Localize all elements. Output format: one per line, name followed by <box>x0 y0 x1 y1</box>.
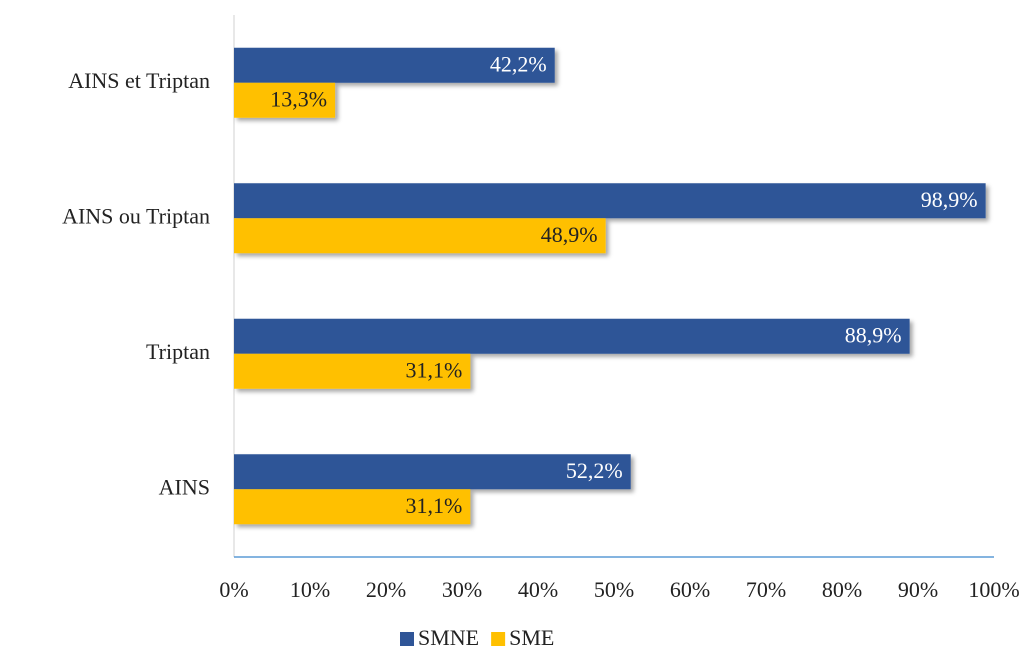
x-tick-label: 90% <box>898 577 938 602</box>
data-label: 42,2% <box>490 51 547 76</box>
legend-swatch <box>491 632 506 646</box>
bar <box>234 318 910 354</box>
y-tick-label: AINS ou Triptan <box>62 203 210 228</box>
y-tick-label: AINS <box>159 474 210 499</box>
bar <box>234 353 471 389</box>
data-label: 88,9% <box>845 322 902 347</box>
bar <box>234 454 631 490</box>
legend-swatch <box>400 632 414 646</box>
x-tick-label: 40% <box>518 577 558 602</box>
bar <box>234 82 336 118</box>
data-label: 98,9% <box>921 187 978 212</box>
data-label: 31,1% <box>406 357 463 382</box>
x-tick-label: 50% <box>594 577 634 602</box>
y-tick-label: AINS et Triptan <box>68 68 210 93</box>
data-label: 31,1% <box>406 493 463 518</box>
data-label: 13,3% <box>270 86 327 111</box>
data-label: 52,2% <box>566 458 623 483</box>
x-tick-label: 10% <box>290 577 330 602</box>
legend-label: SMNE <box>418 625 479 650</box>
x-tick-label: 70% <box>746 577 786 602</box>
bar <box>234 489 471 525</box>
x-tick-label: 30% <box>442 577 482 602</box>
y-tick-label: Triptan <box>146 339 210 364</box>
x-tick-label: 60% <box>670 577 710 602</box>
x-tick-label: 20% <box>366 577 406 602</box>
x-tick-label: 80% <box>822 577 862 602</box>
bar <box>234 47 555 83</box>
bar <box>234 218 606 254</box>
data-label: 48,9% <box>541 222 598 247</box>
legend-label: SME <box>509 625 554 650</box>
x-tick-label: 0% <box>219 577 248 602</box>
x-tick-label: 100% <box>968 577 1019 602</box>
bar <box>234 183 986 219</box>
